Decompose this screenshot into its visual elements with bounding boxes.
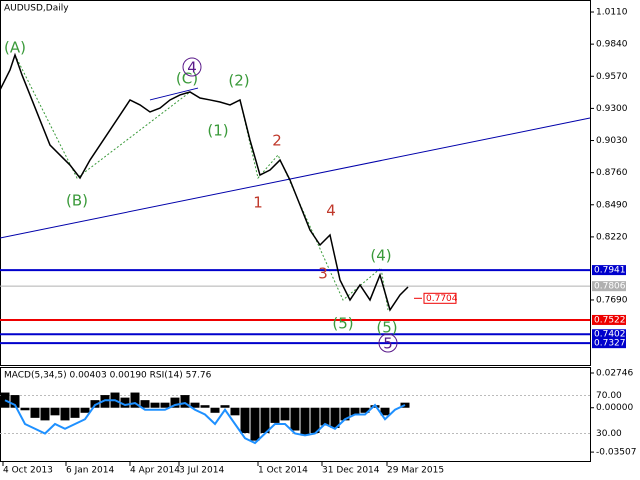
histogram-bar bbox=[40, 407, 50, 421]
x-tick-label: 1 Oct 2014 bbox=[258, 466, 308, 476]
histogram-bar bbox=[360, 407, 370, 413]
y-tick-label: 0.9570 bbox=[596, 72, 628, 82]
histogram-bar bbox=[270, 407, 280, 423]
wave-label: (5) bbox=[376, 319, 397, 337]
histogram-bar bbox=[260, 407, 270, 434]
histogram-bar bbox=[190, 402, 200, 408]
level-tag bbox=[592, 265, 626, 276]
level-tag bbox=[592, 314, 626, 325]
price-panel bbox=[0, 0, 591, 366]
level-label: 0.7327 bbox=[594, 339, 626, 349]
wave-line bbox=[14, 54, 191, 179]
y-tick-label: 0.9300 bbox=[596, 104, 628, 114]
wave-circle bbox=[378, 333, 398, 353]
level-label: 0.7402 bbox=[594, 330, 626, 340]
y-tick-label: 0.02746 bbox=[596, 368, 633, 378]
histogram-bar bbox=[280, 407, 290, 421]
x-tick-label: 6 Jan 2014 bbox=[66, 466, 114, 476]
x-tick-label: 4 Oct 2013 bbox=[3, 466, 53, 476]
level-label: 0.7941 bbox=[594, 266, 626, 276]
y-tick-label: 0.00000 bbox=[596, 403, 633, 413]
histogram-bar bbox=[230, 407, 240, 416]
y-tick-label: -0.03507 bbox=[596, 448, 636, 458]
x-tick-label: 3 Jul 2014 bbox=[179, 466, 224, 476]
wave-label: (1) bbox=[207, 122, 228, 140]
histogram-bar bbox=[130, 392, 140, 408]
histogram-bar bbox=[320, 407, 330, 426]
histogram-bar bbox=[30, 407, 40, 418]
trend-line bbox=[149, 87, 199, 101]
wave-label: 5 bbox=[383, 335, 393, 353]
y-tick-label: 0.8220 bbox=[596, 232, 628, 242]
wave-label: (5) bbox=[332, 315, 353, 333]
histogram-bar bbox=[0, 392, 10, 408]
y2-tick-label: 70.00 bbox=[596, 391, 622, 401]
wave-label: (B) bbox=[66, 192, 88, 210]
price-line bbox=[0, 52, 409, 312]
histogram-bar bbox=[380, 407, 390, 416]
y-tick-label: 0.9030 bbox=[596, 136, 628, 146]
histogram-bar bbox=[200, 405, 210, 408]
wave-label: (2) bbox=[228, 72, 249, 90]
indicator-panel bbox=[0, 367, 591, 462]
wave-label: 3 bbox=[318, 265, 328, 283]
histogram-bar bbox=[170, 397, 180, 408]
y-tick-label: 1.0110 bbox=[596, 8, 628, 18]
alert-tag bbox=[423, 292, 457, 304]
wave-line bbox=[239, 99, 389, 311]
level-tag bbox=[592, 338, 626, 349]
wave-label: (C) bbox=[176, 70, 198, 88]
wave-label: (4) bbox=[370, 247, 391, 265]
histogram-bar bbox=[160, 402, 170, 408]
histogram-bar bbox=[180, 395, 190, 408]
histogram-bar bbox=[120, 397, 130, 408]
histogram-bar bbox=[80, 407, 90, 413]
histogram-bar bbox=[310, 407, 320, 434]
histogram-bar bbox=[210, 407, 220, 413]
histogram-bar bbox=[340, 407, 350, 421]
x-tick-label: 31 Dec 2014 bbox=[322, 466, 380, 476]
level-label: 0.7522 bbox=[594, 315, 626, 325]
x-tick-label: 29 Mar 2015 bbox=[387, 466, 444, 476]
histogram-bar bbox=[70, 407, 80, 418]
y-tick-label: 0.8760 bbox=[596, 168, 628, 178]
histogram-bar bbox=[240, 407, 250, 434]
chart-title: AUDUSD,Daily bbox=[4, 4, 69, 14]
histogram-bar bbox=[140, 400, 150, 408]
y2-tick-label: 30.00 bbox=[596, 429, 622, 439]
level-label: 0.7806 bbox=[594, 282, 626, 292]
histogram-bar bbox=[220, 405, 230, 408]
wave-label: 4 bbox=[187, 59, 197, 77]
histogram-bar bbox=[20, 407, 30, 411]
histogram-bar bbox=[350, 407, 360, 416]
x-tick-label: 4 Apr 2014 bbox=[130, 466, 180, 476]
histogram-bar bbox=[290, 407, 300, 431]
histogram-bar bbox=[60, 407, 70, 421]
wave-label: 1 bbox=[253, 194, 263, 212]
wave-label: 4 bbox=[326, 202, 336, 220]
wave-label: (A) bbox=[4, 39, 26, 57]
wave-circle bbox=[182, 57, 202, 77]
trend-line bbox=[0, 117, 591, 239]
y-tick-label: 0.8490 bbox=[596, 200, 628, 210]
histogram-bar bbox=[300, 407, 310, 436]
histogram-bar bbox=[250, 407, 260, 441]
rsi-line bbox=[4, 399, 406, 445]
wave-label: 2 bbox=[272, 132, 282, 150]
alert-label: 0.7704 bbox=[426, 294, 458, 304]
level-tag bbox=[592, 329, 626, 340]
histogram-bar bbox=[150, 402, 160, 408]
histogram-bar bbox=[50, 407, 60, 416]
indicator-title: MACD(5,34,5) 0.00403 0.00190 RSI(14) 57.… bbox=[4, 371, 212, 381]
level-tag bbox=[592, 281, 626, 292]
histogram-bar bbox=[10, 395, 20, 408]
y-tick-label: 0.7690 bbox=[596, 295, 628, 305]
histogram-bar bbox=[100, 395, 110, 408]
histogram-bar bbox=[330, 407, 340, 428]
y-tick-label: 0.9840 bbox=[596, 40, 628, 50]
